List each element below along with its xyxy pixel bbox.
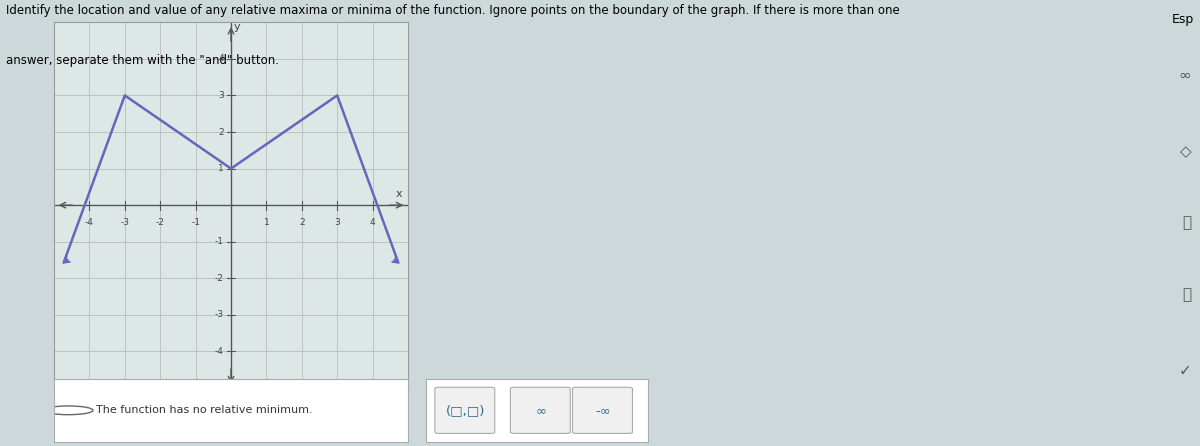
FancyBboxPatch shape — [572, 387, 632, 434]
Text: 4: 4 — [218, 54, 224, 63]
FancyBboxPatch shape — [510, 387, 570, 434]
Text: 2: 2 — [299, 218, 305, 227]
Text: -2: -2 — [156, 218, 164, 227]
FancyBboxPatch shape — [434, 387, 494, 434]
Text: -3: -3 — [120, 218, 130, 227]
Text: answer, separate them with the "and" button.: answer, separate them with the "and" but… — [6, 54, 278, 66]
Text: -1: -1 — [191, 218, 200, 227]
Text: ∞: ∞ — [536, 404, 547, 417]
Text: 1: 1 — [264, 218, 269, 227]
Text: 3: 3 — [218, 91, 224, 100]
Text: ◇: ◇ — [1180, 144, 1192, 159]
Text: -∞: -∞ — [595, 404, 612, 417]
Text: 🗎: 🗎 — [1182, 287, 1192, 302]
Text: -1: -1 — [215, 237, 224, 246]
Text: Esp: Esp — [1171, 13, 1194, 26]
Text: ✓: ✓ — [1178, 363, 1192, 378]
Text: 1: 1 — [218, 164, 224, 173]
Text: 3: 3 — [335, 218, 340, 227]
Text: -2: -2 — [215, 274, 224, 283]
Text: ∞: ∞ — [1178, 68, 1192, 83]
Text: y: y — [234, 22, 241, 33]
Text: -4: -4 — [85, 218, 94, 227]
Text: The function has no relative minimum.: The function has no relative minimum. — [96, 405, 313, 415]
Text: Identify the location and value of any relative maxima or minima of the function: Identify the location and value of any r… — [6, 4, 900, 17]
Text: 2: 2 — [218, 128, 224, 136]
Text: -3: -3 — [215, 310, 224, 319]
Text: -4: -4 — [215, 347, 224, 356]
Text: 🖰: 🖰 — [1182, 215, 1192, 231]
Text: x: x — [396, 189, 402, 199]
Text: 4: 4 — [370, 218, 376, 227]
Text: (□,□): (□,□) — [446, 404, 486, 417]
